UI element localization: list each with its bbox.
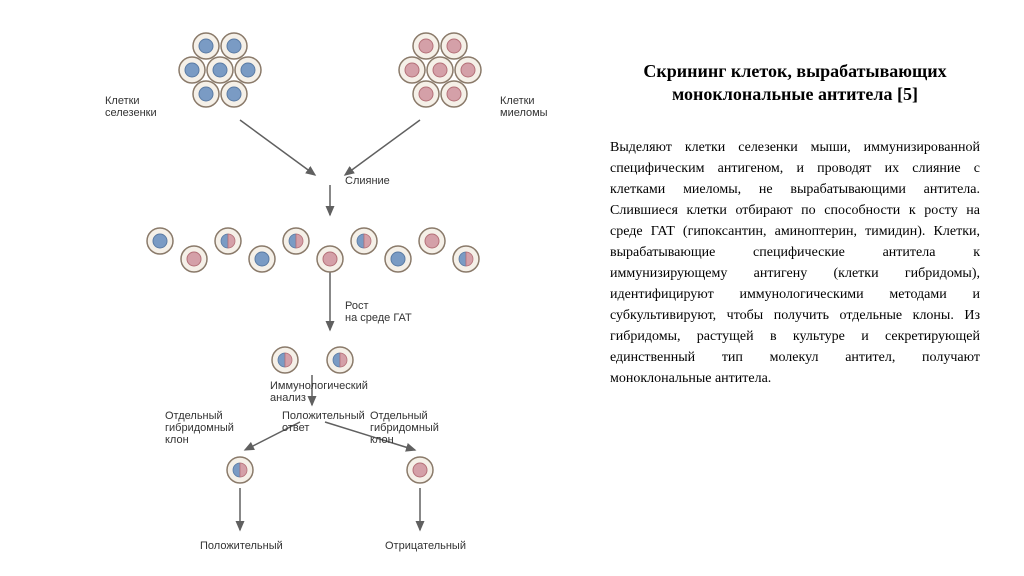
- fused-cell: [213, 226, 243, 261]
- label-spleen: Клетки селезенки: [105, 95, 157, 119]
- myeloma-cell: [439, 31, 469, 66]
- spleen-cell: [191, 79, 221, 114]
- fused-cell: [247, 244, 277, 279]
- myeloma-cell: [411, 31, 441, 66]
- spleen-cell: [219, 79, 249, 114]
- title: Скрининг клеток, вырабатывающих моноклон…: [610, 60, 980, 107]
- fused-cell: [145, 226, 175, 261]
- label-clone1: Отдельный гибридомный клон: [165, 410, 234, 446]
- arrow: [345, 120, 420, 175]
- label-myeloma: Клетки миеломы: [500, 95, 548, 119]
- arrows-layer: [90, 10, 570, 570]
- clone-cell: [225, 455, 255, 490]
- label-positive: Положительный: [200, 540, 283, 552]
- spleen-cell: [191, 31, 221, 66]
- label-negative: Отрицательный: [385, 540, 466, 552]
- hat-cell: [270, 345, 300, 380]
- fused-cell: [383, 244, 413, 279]
- label-posAnswer: Положительный ответ: [282, 410, 365, 434]
- fused-cell: [349, 226, 379, 261]
- label-fusion: Слияние: [345, 175, 390, 187]
- myeloma-cell: [411, 79, 441, 114]
- fused-cell: [281, 226, 311, 261]
- body-text: Выделяют клетки селезенки мыши, иммунизи…: [610, 137, 980, 389]
- fused-cell: [451, 244, 481, 279]
- fused-cell: [179, 244, 209, 279]
- fused-cell: [417, 226, 447, 261]
- fused-cell: [315, 244, 345, 279]
- spleen-cell: [219, 31, 249, 66]
- clone-cell: [405, 455, 435, 490]
- arrow: [240, 120, 315, 175]
- label-clone2: Отдельный гибридомный клон: [370, 410, 439, 446]
- label-hat: Рост на среде ГАТ: [345, 300, 412, 324]
- myeloma-cell: [439, 79, 469, 114]
- hybridoma-diagram: Клетки селезенки Клетки миеломы Слияние Рос…: [90, 10, 570, 570]
- hat-cell: [325, 345, 355, 380]
- text-panel: Скрининг клеток, вырабатывающих моноклон…: [610, 60, 980, 389]
- label-immuno: Иммунологический анализ: [270, 380, 368, 404]
